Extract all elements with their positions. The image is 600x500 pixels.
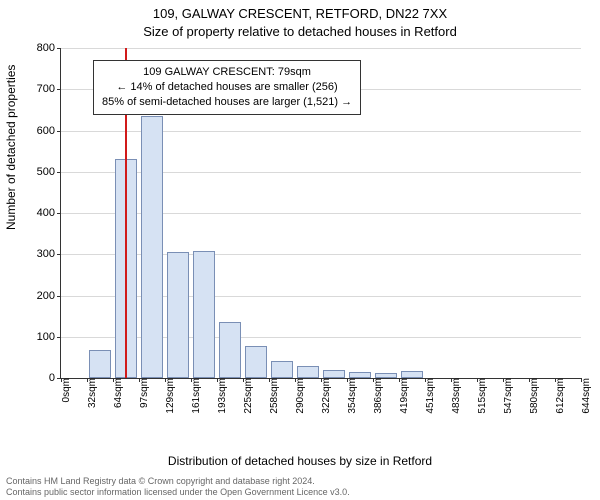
x-tick-label: 32sqm xyxy=(87,378,98,408)
x-tick-label: 354sqm xyxy=(347,378,358,414)
x-tick-label: 258sqm xyxy=(269,378,280,414)
histogram-bar xyxy=(245,346,267,378)
x-tick-label: 97sqm xyxy=(139,378,150,408)
y-tick-mark xyxy=(57,48,61,49)
x-tick-label: 580sqm xyxy=(529,378,540,414)
histogram-bar xyxy=(323,370,345,378)
y-tick-mark xyxy=(57,296,61,297)
annotation-box: 109 GALWAY CRESCENT: 79sqm← 14% of detac… xyxy=(93,60,361,115)
y-tick-label: 800 xyxy=(37,42,55,54)
x-tick-label: 290sqm xyxy=(295,378,306,414)
x-tick-label: 129sqm xyxy=(165,378,176,414)
histogram-bar xyxy=(271,361,293,378)
y-tick-mark xyxy=(57,254,61,255)
x-axis-label: Distribution of detached houses by size … xyxy=(0,454,600,468)
y-tick-label: 300 xyxy=(37,248,55,260)
gridline xyxy=(61,296,581,297)
y-tick-label: 0 xyxy=(49,372,55,384)
histogram-bar xyxy=(219,322,241,378)
gridline xyxy=(61,131,581,132)
y-tick-mark xyxy=(57,337,61,338)
chart-title-main: 109, GALWAY CRESCENT, RETFORD, DN22 7XX xyxy=(0,6,600,21)
x-tick-label: 64sqm xyxy=(113,378,124,408)
gridline xyxy=(61,337,581,338)
x-tick-label: 483sqm xyxy=(451,378,462,414)
plot-area: 01002003004005006007008000sqm32sqm64sqm9… xyxy=(60,48,581,379)
histogram-bar xyxy=(141,116,163,378)
y-tick-label: 200 xyxy=(37,290,55,302)
y-tick-mark xyxy=(57,172,61,173)
y-tick-label: 400 xyxy=(37,207,55,219)
histogram-bar xyxy=(193,251,215,378)
gridline xyxy=(61,254,581,255)
y-tick-mark xyxy=(57,89,61,90)
y-tick-mark xyxy=(57,131,61,132)
attribution-line-2: Contains public sector information licen… xyxy=(6,487,350,497)
y-tick-mark xyxy=(57,213,61,214)
y-tick-label: 100 xyxy=(37,331,55,343)
x-tick-label: 515sqm xyxy=(477,378,488,414)
x-tick-label: 161sqm xyxy=(191,378,202,414)
x-tick-label: 547sqm xyxy=(503,378,514,414)
histogram-bar xyxy=(167,252,189,378)
chart-title-sub: Size of property relative to detached ho… xyxy=(0,24,600,39)
y-tick-label: 700 xyxy=(37,83,55,95)
histogram-bar xyxy=(89,350,111,378)
histogram-bar xyxy=(401,371,423,378)
x-tick-label: 225sqm xyxy=(243,378,254,414)
attribution-line-1: Contains HM Land Registry data © Crown c… xyxy=(6,476,315,486)
x-tick-label: 644sqm xyxy=(581,378,592,414)
attribution-text: Contains HM Land Registry data © Crown c… xyxy=(0,476,600,499)
histogram-bar xyxy=(297,366,319,378)
x-tick-label: 419sqm xyxy=(399,378,410,414)
y-axis-label: Number of detached properties xyxy=(4,65,18,230)
y-tick-label: 500 xyxy=(37,166,55,178)
x-tick-label: 193sqm xyxy=(217,378,228,414)
x-tick-label: 0sqm xyxy=(61,378,72,402)
gridline xyxy=(61,48,581,49)
x-tick-label: 386sqm xyxy=(373,378,384,414)
x-tick-label: 612sqm xyxy=(555,378,566,414)
y-tick-label: 600 xyxy=(37,125,55,137)
x-tick-label: 451sqm xyxy=(425,378,436,414)
x-tick-label: 322sqm xyxy=(321,378,332,414)
gridline xyxy=(61,172,581,173)
gridline xyxy=(61,213,581,214)
